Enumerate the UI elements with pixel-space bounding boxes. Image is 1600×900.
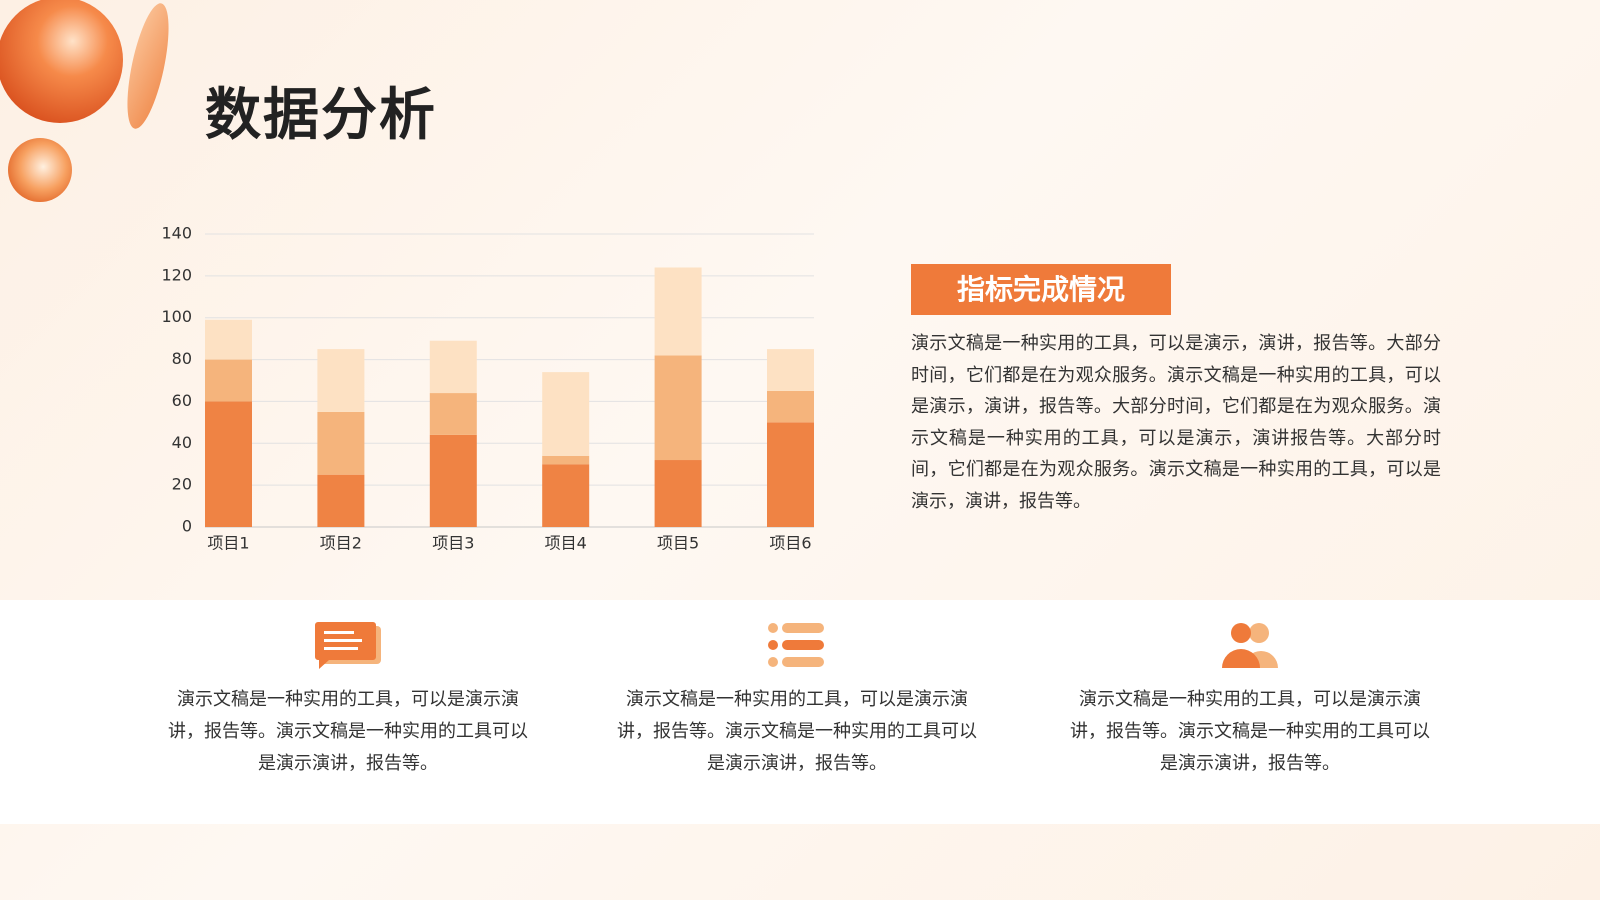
list-icon xyxy=(768,623,824,667)
y-tick-label: 0 xyxy=(182,517,192,536)
y-tick-label: 120 xyxy=(161,265,192,284)
bar-segment xyxy=(205,319,252,360)
card-text: 演示文稿是一种实用的工具，可以是演示演讲，报告等。演示文稿是一种实用的工具可以是… xyxy=(1070,689,1430,774)
bar-segment xyxy=(317,411,365,475)
slide-title: 数据分析 xyxy=(205,83,437,148)
card-text: 演示文稿是一种实用的工具，可以是演示演讲，报告等。演示文稿是一种实用的工具可以是… xyxy=(617,689,977,774)
y-tick-label: 140 xyxy=(161,224,192,243)
panel-text: 演示文稿是一种实用的工具，可以是演示，演讲，报告等。大部分时间，它们都是在为观众… xyxy=(911,333,1441,512)
chart: 0 20 40 60 80 100 120 140 项目1 项目2 项目3 项目4 项目5 项目6 xyxy=(161,224,814,553)
x-tick-label: 项目2 xyxy=(320,534,362,553)
y-tick-label: 100 xyxy=(161,307,192,326)
sphere xyxy=(0,0,123,123)
bar-segment xyxy=(205,359,252,402)
y-tick-label: 60 xyxy=(172,391,192,410)
bar-segment xyxy=(542,455,590,465)
bar-segment xyxy=(205,401,252,527)
panel-heading: 指标完成情况 xyxy=(911,264,1171,315)
bar-segment xyxy=(767,422,814,527)
x-tick-label: 项目3 xyxy=(432,534,474,553)
bar-segment xyxy=(542,372,590,456)
bar-segment xyxy=(767,390,814,423)
decoration xyxy=(0,0,169,202)
sphere xyxy=(8,138,72,202)
card: 演示文稿是一种实用的工具，可以是演示演讲，报告等。演示文稿是一种实用的工具可以是… xyxy=(612,620,982,780)
bar-segment xyxy=(429,340,477,394)
x-tick-label: 项目6 xyxy=(769,534,811,553)
bar-segment xyxy=(317,474,365,527)
users-icon xyxy=(1222,623,1278,668)
bar-segment xyxy=(654,460,702,527)
cards-band: 演示文稿是一种实用的工具，可以是演示演讲，报告等。演示文稿是一种实用的工具可以是… xyxy=(0,600,1600,824)
bar-segment xyxy=(654,267,702,356)
bar-segment xyxy=(429,393,477,435)
bar-segment xyxy=(317,349,365,412)
bar-segment xyxy=(542,464,590,527)
card-text: 演示文稿是一种实用的工具，可以是演示演讲，报告等。演示文稿是一种实用的工具可以是… xyxy=(168,689,528,774)
card: 演示文稿是一种实用的工具，可以是演示演讲，报告等。演示文稿是一种实用的工具可以是… xyxy=(1065,620,1435,780)
card: 演示文稿是一种实用的工具，可以是演示演讲，报告等。演示文稿是一种实用的工具可以是… xyxy=(163,620,533,780)
y-tick-label: 80 xyxy=(172,349,192,368)
x-tick-label: 项目4 xyxy=(545,534,587,553)
message-icon xyxy=(315,622,381,669)
x-tick-label: 项目1 xyxy=(207,534,249,553)
bar-segment xyxy=(767,349,814,391)
bar-segment xyxy=(429,434,477,527)
y-tick-label: 40 xyxy=(172,433,192,452)
disc xyxy=(127,3,169,129)
bar-segment xyxy=(654,355,702,461)
y-tick-label: 20 xyxy=(172,475,192,494)
x-tick-label: 项目5 xyxy=(657,534,699,553)
